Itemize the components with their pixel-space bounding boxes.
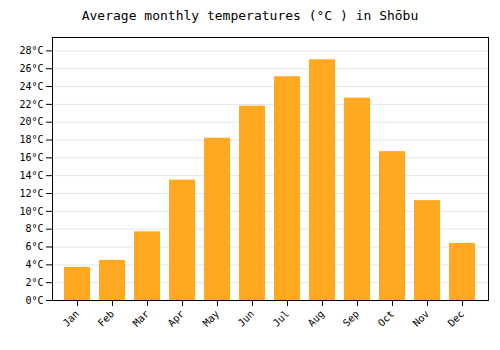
svg-text:2°C: 2°C [25,277,43,288]
svg-text:Apr: Apr [166,308,187,329]
svg-text:6°C: 6°C [25,241,43,252]
svg-text:May: May [201,308,222,329]
svg-text:Jul: Jul [271,308,292,329]
svg-text:0°C: 0°C [25,295,43,306]
svg-text:Jun: Jun [236,308,257,329]
svg-text:22°C: 22°C [19,99,43,110]
svg-text:16°C: 16°C [19,152,43,163]
svg-text:24°C: 24°C [19,81,43,92]
svg-text:18°C: 18°C [19,134,43,145]
svg-text:Feb: Feb [96,308,117,329]
svg-text:Dec: Dec [446,308,467,329]
svg-text:Mar: Mar [131,308,152,329]
svg-text:Nov: Nov [411,308,432,329]
svg-text:4°C: 4°C [25,259,43,270]
svg-text:12°C: 12°C [19,188,43,199]
svg-text:8°C: 8°C [25,223,43,234]
svg-text:Oct: Oct [376,308,397,329]
svg-text:20°C: 20°C [19,116,43,127]
svg-text:14°C: 14°C [19,170,43,181]
svg-text:10°C: 10°C [19,206,43,217]
svg-text:Sep: Sep [341,308,362,329]
html-text:Average monthly temperatures (: Average monthly temperatures (°C ) in Sh… [81,8,419,23]
svg-text:28°C: 28°C [19,45,43,56]
svg-text:Jan: Jan [61,308,82,329]
svg-text:26°C: 26°C [19,63,43,74]
svg-text:Aug: Aug [306,308,327,329]
